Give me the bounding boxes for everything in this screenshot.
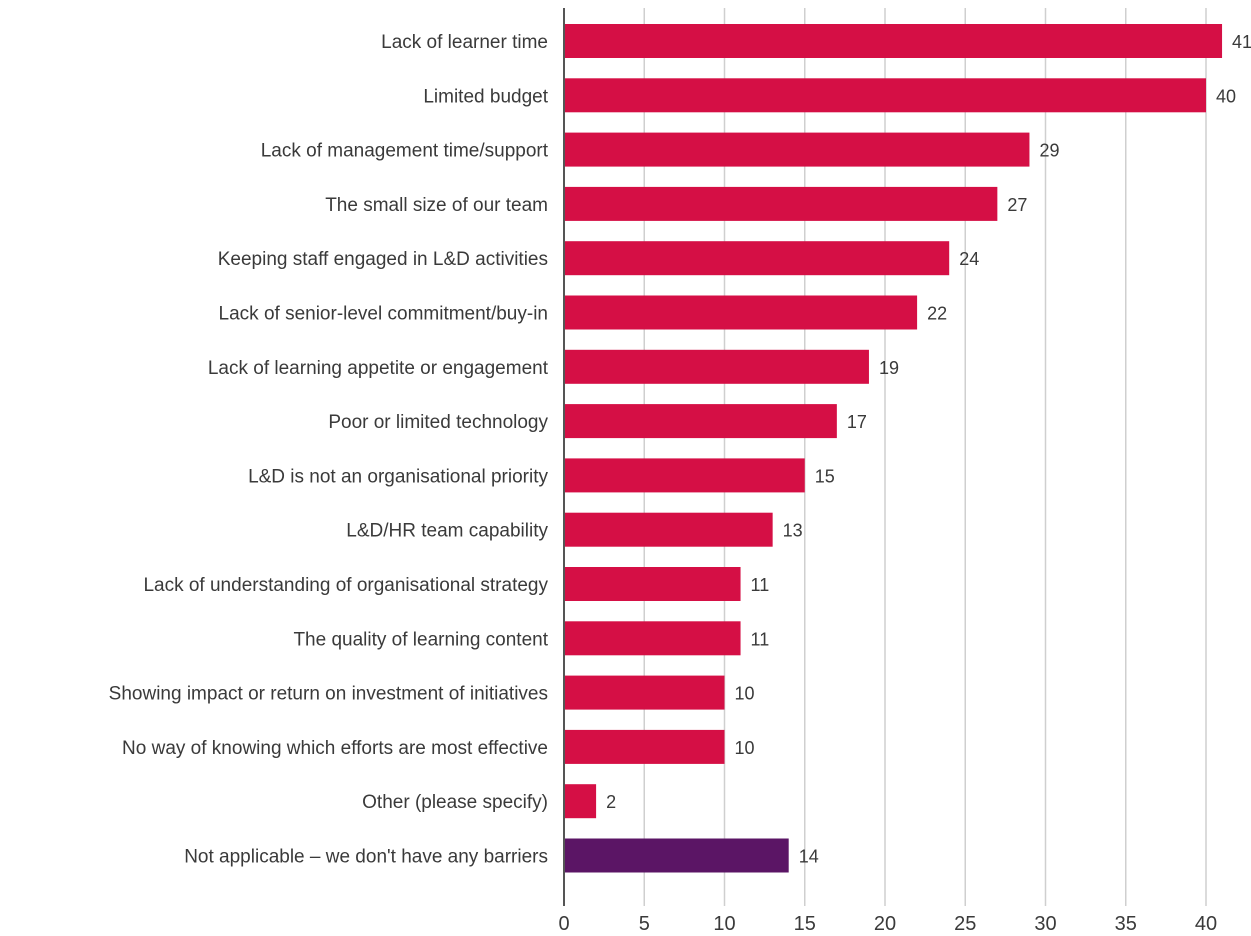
data-label: 10: [735, 738, 755, 758]
category-label: Lack of senior-level commitment/buy-in: [219, 304, 548, 325]
data-label: 10: [735, 684, 755, 704]
bar: [565, 784, 597, 819]
data-label: 22: [927, 304, 947, 324]
x-tick-label: 25: [954, 913, 976, 935]
category-label: L&D/HR team capability: [346, 521, 548, 542]
data-label: 29: [1039, 141, 1059, 161]
category-label: Lack of learning appetite or engagement: [208, 358, 549, 379]
category-label: Poor or limited technology: [328, 412, 548, 433]
bar: [565, 186, 998, 221]
category-label: No way of knowing which efforts are most…: [122, 738, 548, 759]
bars: [565, 24, 1223, 873]
x-tick-label: 40: [1195, 913, 1217, 935]
data-label: 19: [879, 358, 899, 378]
bar: [565, 78, 1206, 113]
x-tick-label: 30: [1034, 913, 1056, 935]
bar: [565, 241, 950, 276]
category-label: L&D is not an organisational priority: [248, 466, 548, 487]
data-label: 13: [783, 521, 803, 541]
category-label: Other (please specify): [362, 792, 548, 813]
data-label: 2: [606, 792, 616, 812]
data-label: 24: [959, 249, 979, 269]
category-label: Not applicable – we don't have any barri…: [184, 847, 548, 868]
bar: [565, 675, 725, 710]
data-label: 14: [799, 847, 819, 867]
data-label: 11: [751, 629, 770, 649]
category-label: Lack of management time/support: [261, 141, 549, 162]
category-label: The small size of our team: [325, 195, 548, 216]
data-label: 27: [1007, 195, 1027, 215]
category-label: Lack of understanding of organisational …: [143, 575, 548, 596]
category-label: Showing impact or return on investment o…: [109, 684, 548, 705]
bar: [565, 24, 1223, 58]
data-label: 15: [815, 466, 835, 486]
bar: [565, 404, 837, 439]
bar: [565, 621, 741, 656]
data-label: 41: [1232, 32, 1251, 52]
data-label: 40: [1216, 86, 1236, 106]
bar: [565, 458, 805, 493]
x-axis-ticks: 0 5 10 15 20 25 30 35 40: [558, 913, 1217, 935]
x-tick-label: 10: [713, 913, 735, 935]
x-tick-label: 0: [558, 913, 569, 935]
x-tick-label: 5: [639, 913, 650, 935]
category-label: Lack of learner time: [381, 32, 548, 53]
bar: [565, 132, 1030, 167]
category-label: Keeping staff engaged in L&D activities: [218, 249, 548, 270]
value-labels: 41 40 29 27 24 22 19 17 15 13 11 11 10 10 2 14: [606, 32, 1251, 867]
category-label: Limited budget: [423, 86, 548, 107]
category-label: The quality of learning content: [293, 629, 548, 650]
x-tick-label: 20: [874, 913, 896, 935]
bar: [565, 512, 773, 547]
bar: [565, 295, 918, 330]
bar: [565, 567, 741, 601]
x-tick-label: 35: [1115, 913, 1137, 935]
bar: [565, 838, 789, 873]
bar: [565, 729, 725, 764]
data-label: 17: [847, 412, 867, 432]
category-labels: Lack of learner time Limited budget Lack o…: [109, 32, 549, 868]
bar: [565, 349, 869, 384]
x-tick-label: 15: [794, 913, 816, 935]
data-label: 11: [751, 575, 770, 595]
